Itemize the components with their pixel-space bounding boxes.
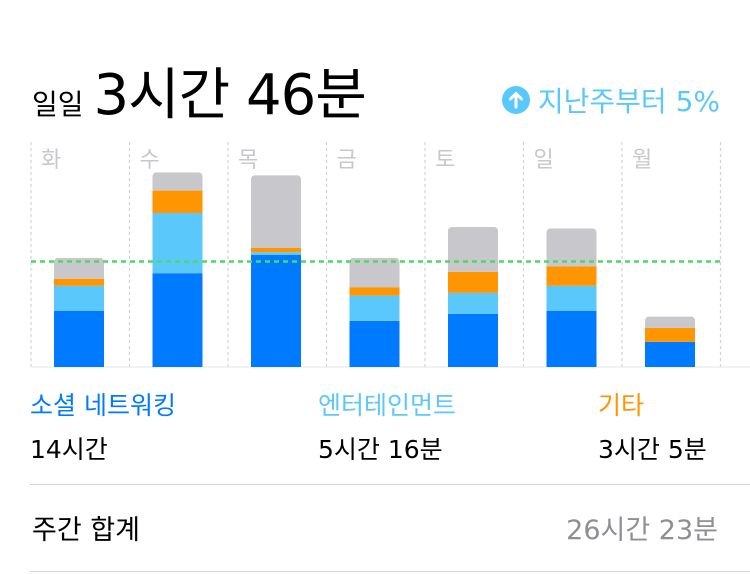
legend-other: 기타 3시간 5분 bbox=[598, 386, 707, 466]
daily-average: 일일 3시간 46분 bbox=[32, 50, 367, 130]
legend-entertainment-label: 엔터테인먼트 bbox=[318, 391, 457, 420]
trend-indicator: 지난주부터 5% bbox=[501, 80, 720, 120]
legend-social-label: 소셜 네트워킹 bbox=[30, 391, 176, 420]
bar-segment bbox=[645, 327, 695, 342]
bar-segment bbox=[448, 313, 498, 367]
bar-segment bbox=[54, 278, 104, 286]
daily-average-value: 3시간 46분 bbox=[93, 63, 367, 128]
weekly-total-row: 주간 합계 26시간 23분 bbox=[32, 508, 718, 547]
bar-segment bbox=[152, 273, 203, 367]
weekly-total-label: 주간 합계 bbox=[32, 515, 140, 546]
bar-segment bbox=[251, 248, 301, 253]
section-divider bbox=[30, 484, 750, 485]
bar-segment bbox=[152, 213, 203, 274]
bar-segment bbox=[251, 175, 301, 248]
daily-average-label: 일일 bbox=[32, 88, 84, 121]
bar-segment bbox=[448, 271, 498, 293]
legend-other-label: 기타 bbox=[598, 391, 645, 420]
bar-segment bbox=[349, 287, 400, 296]
bar-segment bbox=[251, 255, 301, 367]
bar-segment bbox=[448, 292, 498, 314]
day-label: 화 bbox=[41, 148, 61, 173]
day-label: 금 bbox=[337, 148, 357, 173]
bar-segment bbox=[54, 285, 104, 311]
weekly-total-value: 26시간 23분 bbox=[566, 515, 718, 546]
bar-segment bbox=[546, 266, 597, 286]
legend-entertainment-value: 5시간 16분 bbox=[318, 435, 443, 464]
legend-entertainment: 엔터테인먼트 5시간 16분 bbox=[318, 386, 456, 466]
day-label: 수 bbox=[140, 148, 160, 173]
bar-segment bbox=[546, 311, 597, 367]
bar-segment bbox=[152, 190, 203, 213]
bar-segment bbox=[349, 295, 400, 321]
legend-social: 소셜 네트워킹 14시간 bbox=[30, 386, 176, 466]
bar-segment bbox=[546, 285, 597, 311]
day-label: 토 bbox=[435, 148, 455, 173]
bar-segment bbox=[349, 257, 400, 288]
legend-other-value: 3시간 5분 bbox=[598, 435, 707, 464]
bar-segment bbox=[54, 311, 104, 367]
day-label: 목 bbox=[238, 148, 258, 173]
bar-segment bbox=[251, 252, 301, 255]
bar-segment bbox=[645, 341, 695, 367]
bar-segment bbox=[349, 320, 400, 367]
day-label: 월 bbox=[632, 148, 652, 173]
bar-segment bbox=[546, 228, 597, 267]
bar-segment bbox=[54, 257, 104, 279]
bar-segment bbox=[448, 227, 498, 272]
day-label: 일 bbox=[534, 148, 554, 173]
arrow-up-circle-icon bbox=[501, 86, 530, 114]
bar-segment bbox=[152, 172, 203, 191]
bar-segment bbox=[645, 316, 695, 328]
trend-text: 지난주부터 5% bbox=[537, 85, 720, 118]
legend-social-value: 14시간 bbox=[30, 435, 108, 464]
bottom-divider bbox=[30, 571, 750, 572]
